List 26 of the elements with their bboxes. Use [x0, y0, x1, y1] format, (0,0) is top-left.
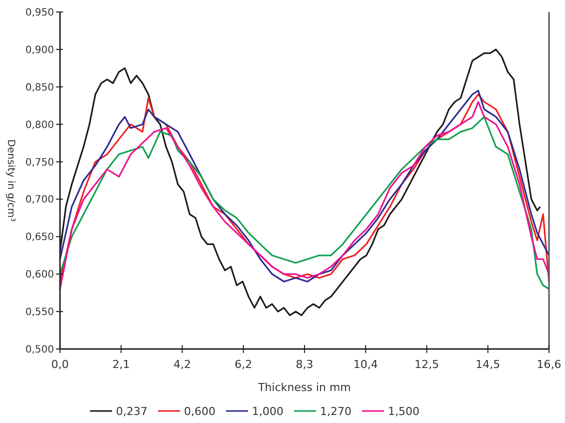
y-tick-label: 0,950 [25, 8, 54, 18]
y-tick-label: 0,650 [25, 232, 54, 244]
y-tick-label: 0,800 [25, 120, 54, 131]
x-axis-title: Thickness in mm [257, 381, 351, 394]
legend-label: 0,600 [184, 404, 216, 418]
x-tick-label: 0,0 [51, 358, 69, 371]
legend-label: 1,270 [320, 404, 352, 418]
y-axis-title: Density in g/cm³ [5, 139, 16, 222]
y-tick-label: 0,700 [25, 194, 54, 206]
x-tick-label: 4,2 [174, 358, 191, 371]
x-tick-label: 8,3 [296, 358, 314, 371]
x-tick-label: 10,4 [353, 358, 378, 371]
y-tick-label: 0,850 [25, 82, 54, 94]
x-tick-label: 16,6 [536, 358, 562, 371]
y-tick-label: 0,550 [25, 307, 54, 318]
x-tick-label: 14,5 [476, 358, 500, 371]
y-tick-label: 0,750 [25, 157, 54, 168]
legend-label: 1,000 [252, 404, 284, 418]
legend-label: 0,237 [116, 404, 148, 418]
legend-label: 1,500 [388, 404, 420, 418]
x-tick-label: 12,5 [414, 358, 439, 371]
y-tick-label: 0,900 [25, 44, 54, 56]
x-tick-label: 2,1 [112, 358, 130, 371]
y-tick-label: 0,500 [25, 344, 54, 356]
x-tick-label: 6,2 [234, 358, 252, 371]
y-tick-label: 0,600 [25, 270, 54, 281]
